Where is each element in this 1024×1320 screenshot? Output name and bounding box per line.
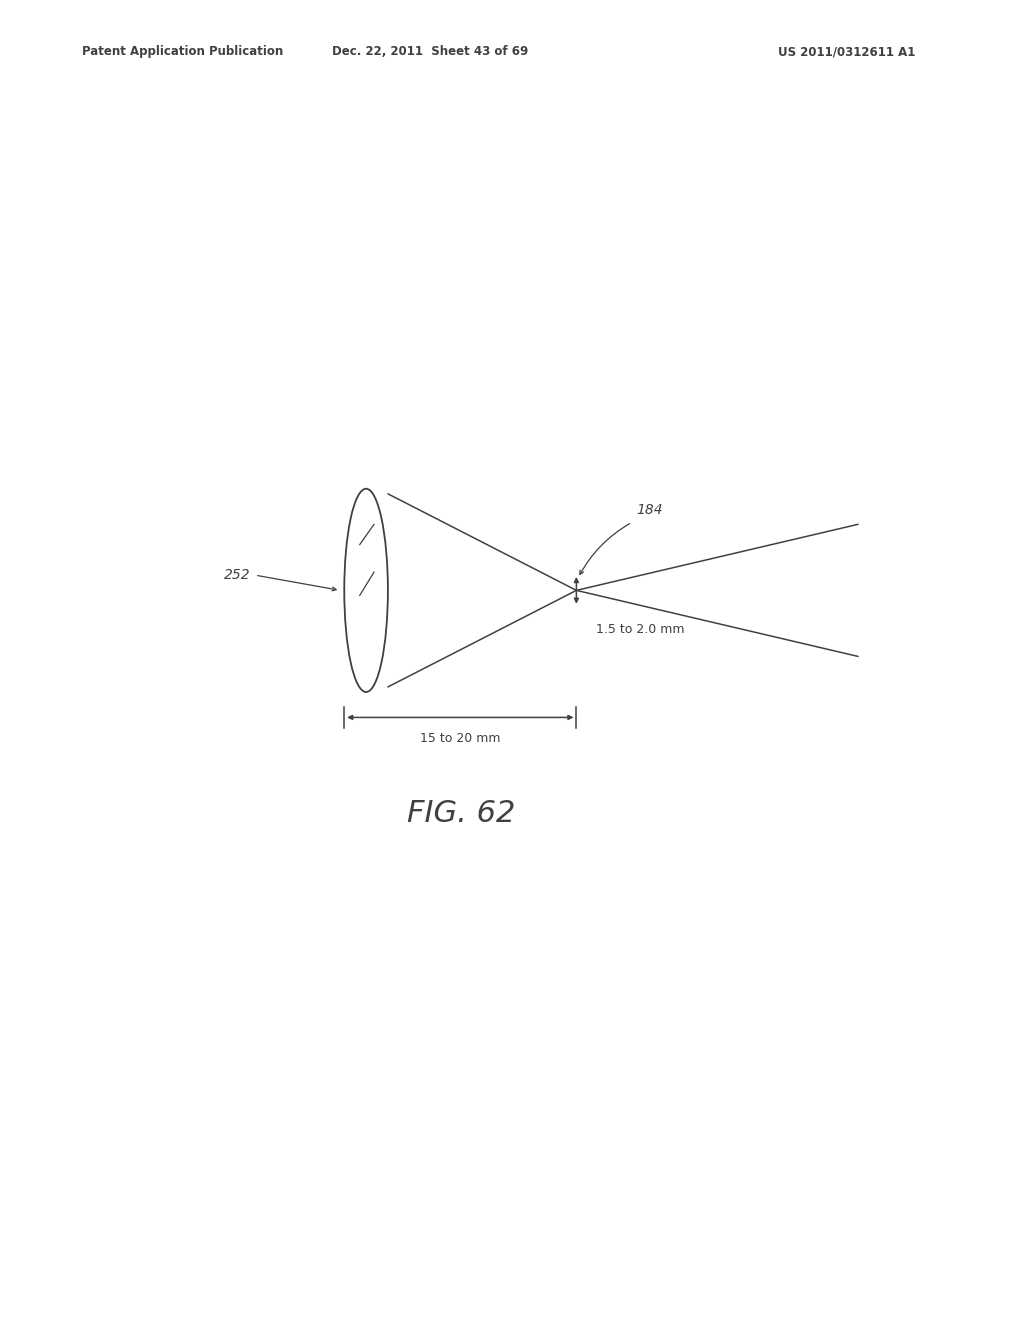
Text: FIG. 62: FIG. 62 — [408, 800, 515, 829]
Text: 252: 252 — [224, 568, 251, 582]
Text: Patent Application Publication: Patent Application Publication — [82, 45, 284, 58]
Text: 184: 184 — [636, 503, 663, 517]
Text: Dec. 22, 2011  Sheet 43 of 69: Dec. 22, 2011 Sheet 43 of 69 — [332, 45, 528, 58]
Text: 15 to 20 mm: 15 to 20 mm — [420, 731, 501, 744]
Text: US 2011/0312611 A1: US 2011/0312611 A1 — [778, 45, 915, 58]
Text: 1.5 to 2.0 mm: 1.5 to 2.0 mm — [596, 623, 685, 636]
